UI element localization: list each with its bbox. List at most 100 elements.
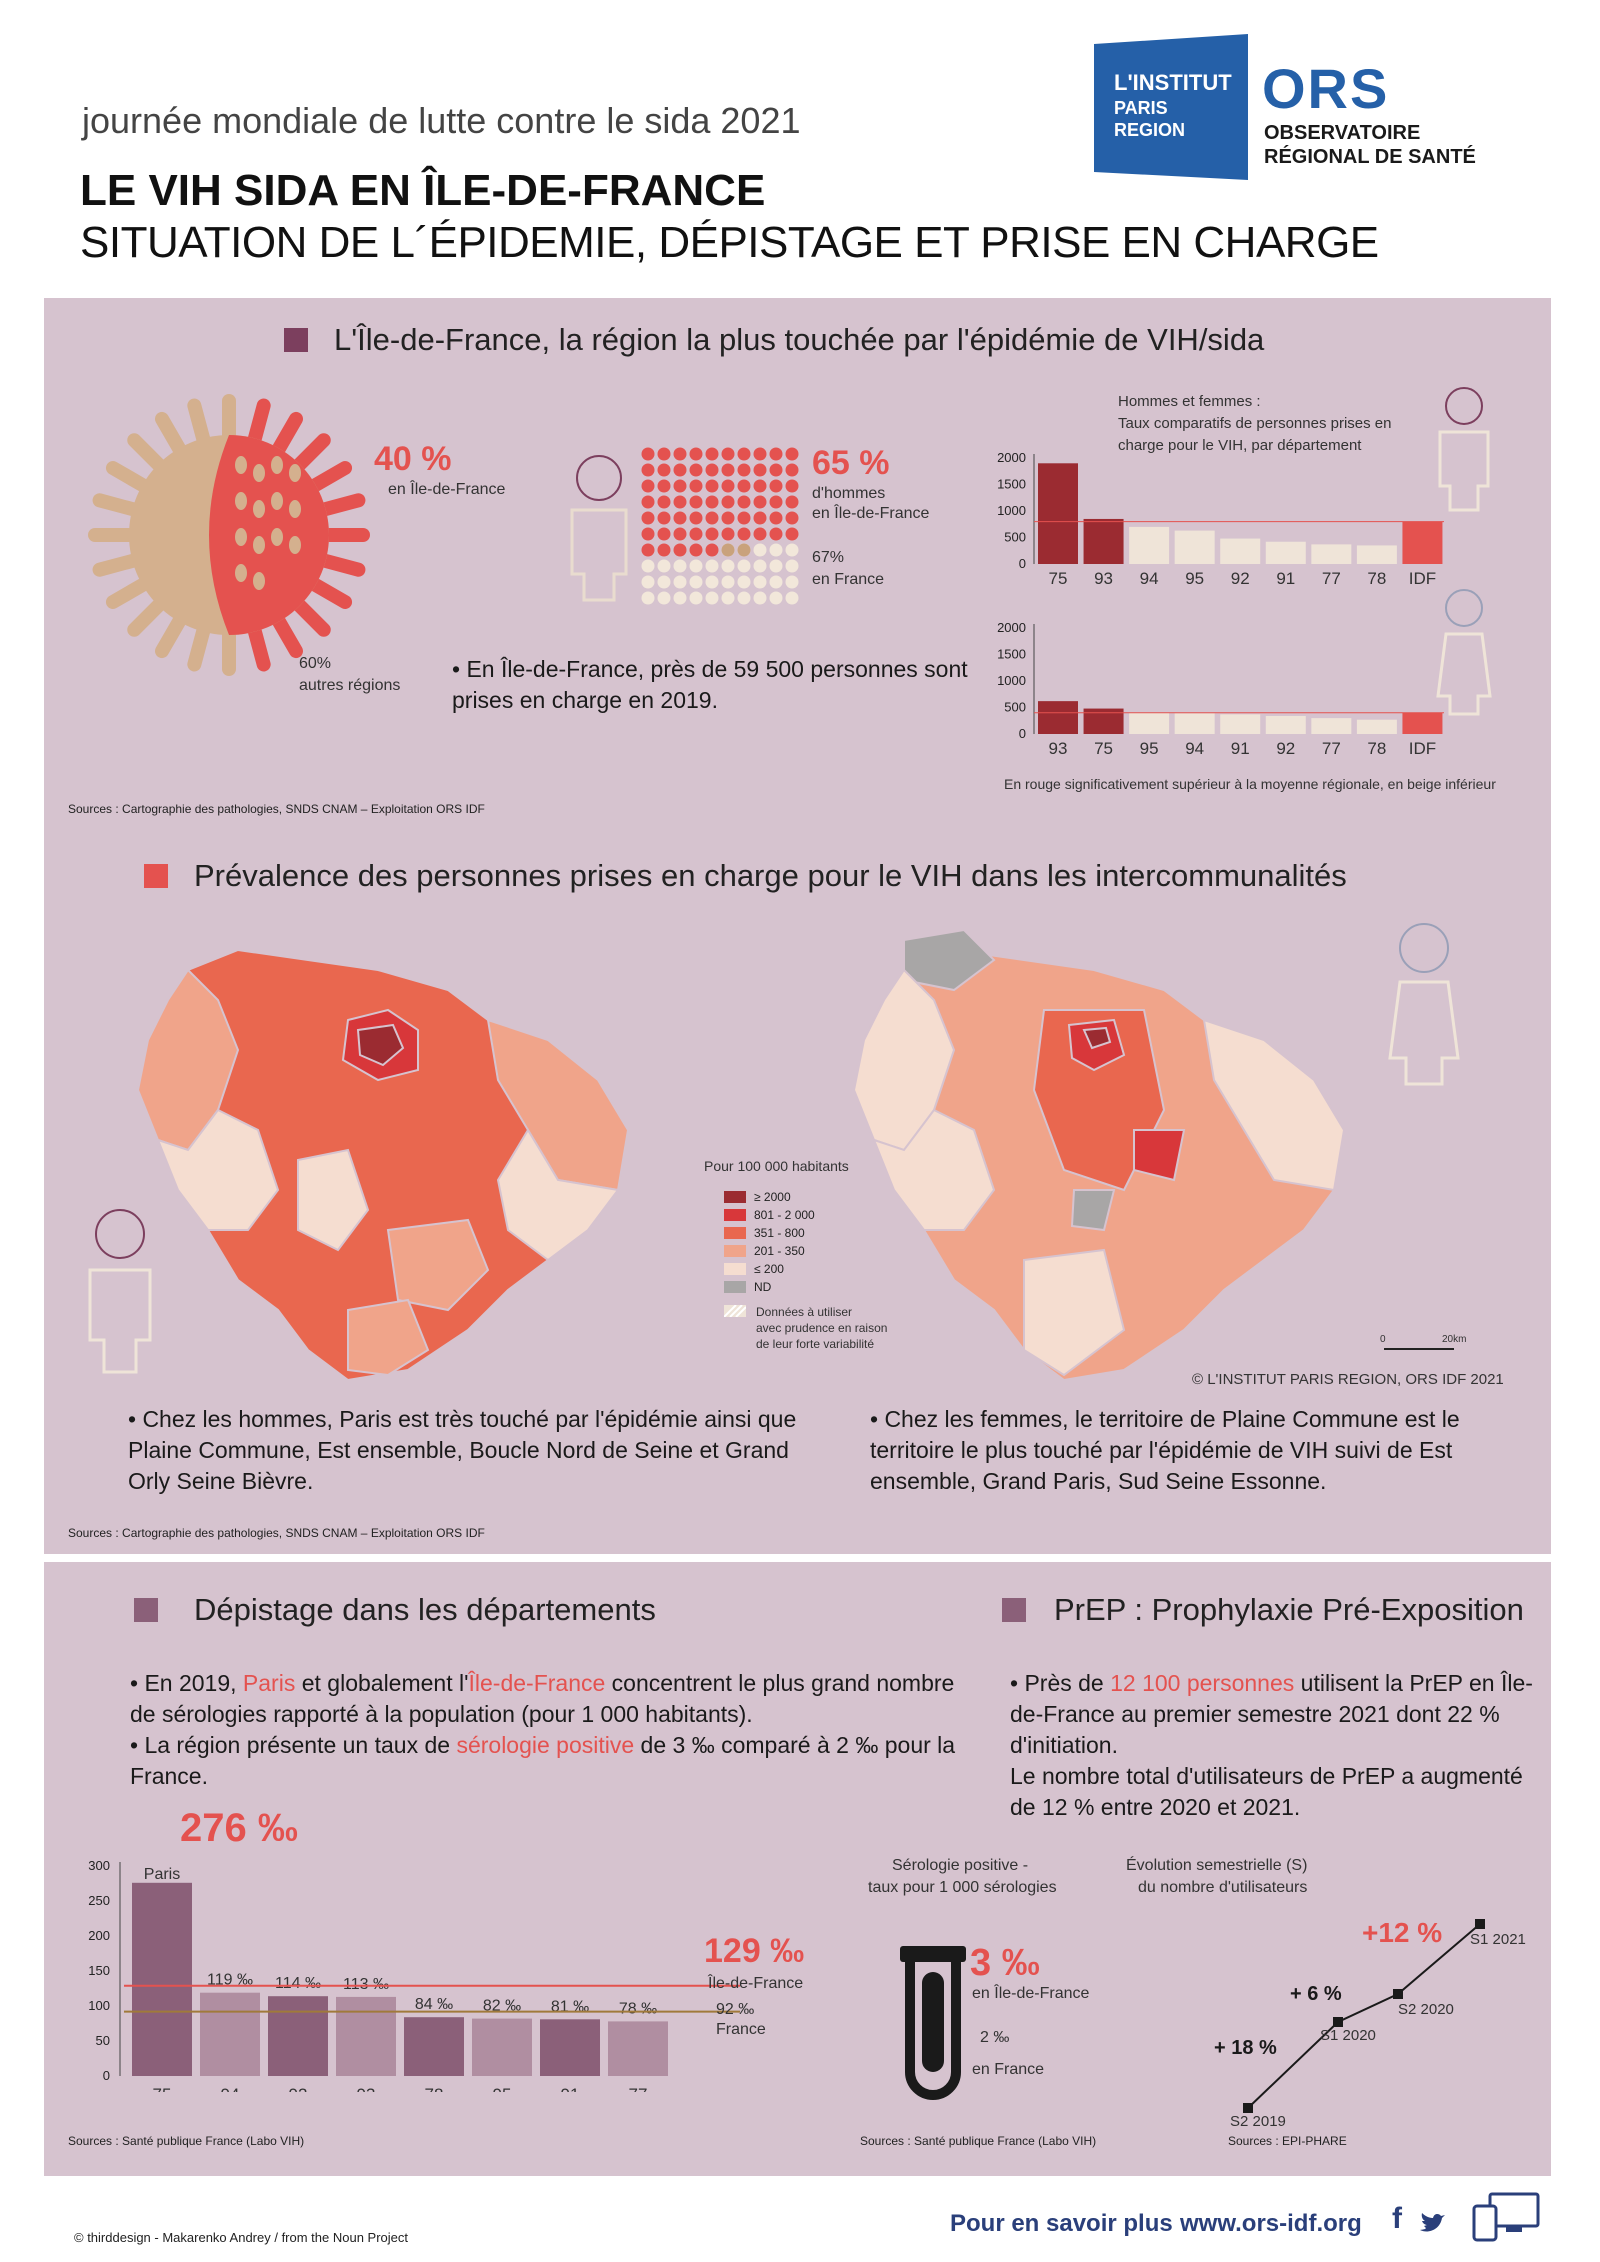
sero-idf-label: en Île-de-France [972, 1985, 1090, 2002]
fr-ref-label: France [716, 2021, 766, 2038]
section2-source: Sources : Cartographie des pathologies, … [68, 1526, 485, 1540]
bar [268, 1996, 328, 2076]
dot [657, 463, 671, 477]
virus-spike [92, 552, 146, 577]
dot [673, 495, 687, 509]
virus-spike [303, 461, 353, 495]
virus-dot [289, 536, 301, 554]
virus-spike [127, 594, 170, 637]
ors-logo-sub2: RÉGIONAL DE SANTÉ [1264, 146, 1476, 168]
dot [753, 575, 767, 589]
devices-icon [1472, 2192, 1540, 2242]
virus-idf-share [209, 435, 329, 635]
institut-logo-shape [1094, 34, 1248, 180]
men-share-label2: en Île-de-France [812, 505, 930, 522]
y-tick-label: 200 [88, 1928, 110, 1943]
section3-source-right: Sources : EPI-PHARE [1228, 2134, 1347, 2148]
dot [673, 575, 687, 589]
prep-text-count: 12 100 personnes [1110, 1670, 1295, 1696]
dot [673, 511, 687, 525]
bar [1220, 538, 1261, 564]
idf-ref-label: Île-de-France [708, 1975, 804, 1992]
bar [1038, 701, 1078, 734]
data-label: 113 ‰ [343, 1976, 389, 1993]
dot [641, 463, 655, 477]
bar [1265, 541, 1306, 564]
dot [641, 479, 655, 493]
virus-spike [92, 493, 146, 518]
dot [721, 511, 735, 525]
y-tick-label: 1500 [997, 477, 1026, 492]
ors-logo-text: ORS [1262, 57, 1390, 120]
bar [200, 1992, 260, 2076]
dot [769, 479, 783, 493]
other-share-label: autres régions [299, 677, 401, 694]
virus-dot [235, 492, 247, 510]
legend-item: ≤ 200 [724, 1260, 784, 1278]
footer-url[interactable]: www.ors-idf.org [1180, 2210, 1362, 2237]
section1-source: Sources : Cartographie des pathologies, … [68, 802, 485, 816]
dot-france [737, 543, 751, 557]
dot [721, 591, 735, 605]
dot [689, 511, 703, 525]
virus-dot [235, 456, 247, 474]
x-tick-label: 91 [1276, 569, 1295, 588]
x-tick-label: 93 [1094, 569, 1113, 588]
x-tick-label: S2 2020 [1398, 2001, 1454, 2018]
x-tick-label: 94 [1185, 739, 1204, 758]
section-epidemie: L'Île-de-France, la région la plus touch… [44, 298, 1551, 868]
chart-note: En rouge significativement supérieur à l… [1004, 776, 1496, 792]
legend-swatch [724, 1190, 746, 1203]
y-tick-label: 1000 [997, 673, 1026, 688]
y-tick-label: 0 [103, 2068, 110, 2083]
legend-swatch [724, 1280, 746, 1293]
dot [641, 511, 655, 525]
facebook-icon[interactable]: f [1392, 2202, 1402, 2235]
twitter-icon[interactable] [1418, 2212, 1446, 2236]
test-tube-icon [900, 1946, 966, 2100]
section-prevalence: Prévalence des personnes prises en charg… [44, 838, 1551, 1554]
evol-title-1: Évolution semestrielle (S) [1126, 1857, 1308, 1874]
idf-share-label: en Île-de-France [388, 481, 506, 498]
idf-share-value: 40 % [374, 440, 452, 478]
ors-logo[interactable]: ORS OBSERVATOIRE RÉGIONAL DE SANTÉ [1262, 56, 1502, 176]
idf-ref-value: 129 ‰ [704, 1932, 805, 1970]
dot [689, 495, 703, 509]
map-copyright: © L'INSTITUT PARIS REGION, ORS IDF 2021 [1192, 1371, 1504, 1388]
y-tick-label: 1000 [997, 503, 1026, 518]
x-tick-label: 93 [357, 2085, 376, 2092]
dot [705, 575, 719, 589]
chart-title-1: Hommes et femmes : [1118, 393, 1261, 410]
prep-title: PrEP : Prophylaxie Pré-Exposition [1054, 1592, 1524, 1627]
dot [657, 447, 671, 461]
bullet-hommes: • Chez les hommes, Paris est très touché… [128, 1406, 797, 1494]
dot [657, 575, 671, 589]
depistage-text: • En 2019, Paris et globalement l'Île-de… [130, 1668, 980, 1792]
virus-dot [289, 500, 301, 518]
dot [657, 591, 671, 605]
dot [737, 511, 751, 525]
dot-france [721, 543, 735, 557]
dot [705, 527, 719, 541]
virus-spike [246, 618, 271, 672]
dot [769, 575, 783, 589]
man-icon-large [88, 1209, 152, 1374]
x-tick-label: 92 [1276, 739, 1295, 758]
virus-pie-icon [88, 394, 370, 676]
map-femmes [852, 930, 1346, 1382]
france-share-label: en France [812, 571, 885, 588]
x-tick-label: 95 [1140, 739, 1159, 758]
chart-hommes-femmes-1: 0 500 1000 1500 2000 75 93 94 95 92 91 77 78 IDF [997, 450, 1444, 588]
dot [673, 559, 687, 573]
dot [721, 463, 735, 477]
legend-hatch-2: avec prudence en raison [756, 1321, 888, 1335]
evolution-point [1333, 2017, 1343, 2027]
data-label: 84 ‰ [415, 1996, 453, 2013]
institut-logo[interactable]: L'INSTITUT PARIS REGION [1088, 30, 1258, 190]
y-tick-label: 0 [1019, 726, 1026, 741]
section-marker [134, 1598, 158, 1622]
dep-text-sero: sérologie positive [456, 1732, 635, 1758]
dot [689, 447, 703, 461]
legend-item: 201 - 350 [724, 1242, 805, 1260]
x-tick-label: 78 [1367, 739, 1386, 758]
